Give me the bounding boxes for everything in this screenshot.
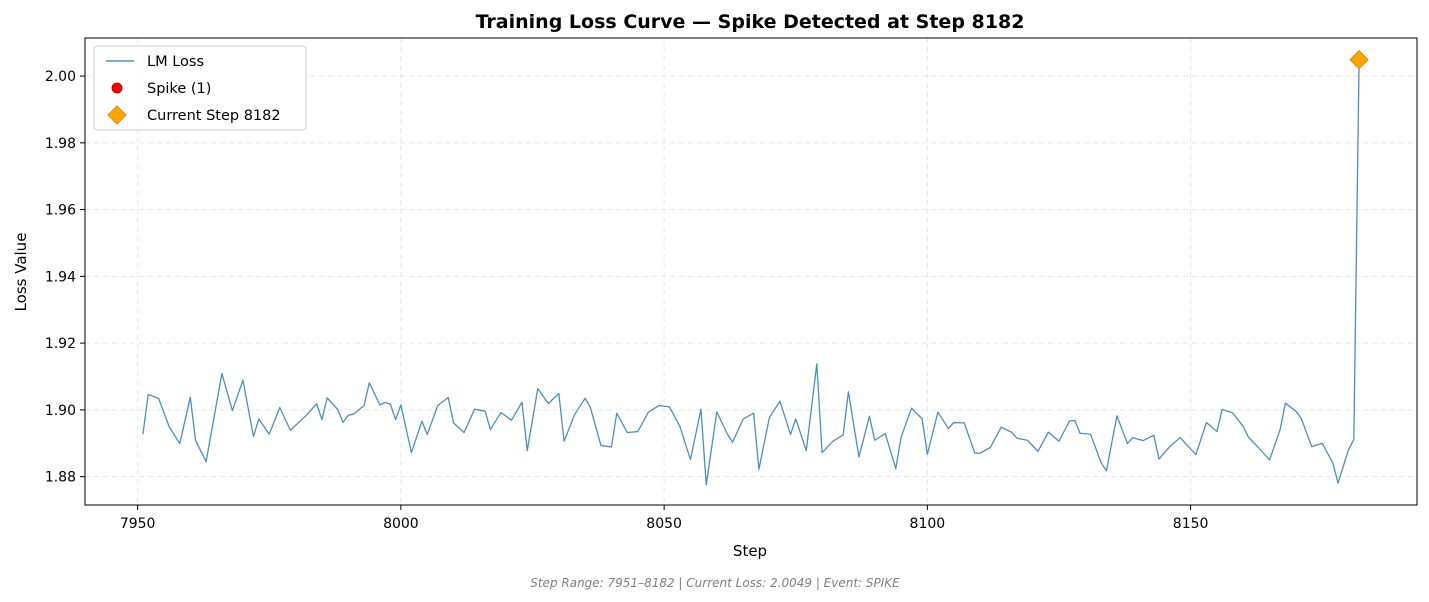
series-line-lm-loss xyxy=(142,59,1360,486)
grid xyxy=(85,38,1417,505)
chart-title: Training Loss Curve — Spike Detected at … xyxy=(476,11,1025,33)
y-tick-label: 1.90 xyxy=(45,403,76,419)
x-tick-label: 8050 xyxy=(646,516,682,532)
plot-area-frame xyxy=(84,37,1418,506)
x-tick-label: 8000 xyxy=(383,516,419,532)
y-axis-ticks: 1.88 1.90 1.92 1.94 1.96 1.98 2.00 xyxy=(45,69,85,486)
x-axis-label: Step xyxy=(733,542,767,560)
current-step-marker xyxy=(1349,49,1369,70)
y-tick-label: 1.98 xyxy=(45,136,76,152)
legend-current-swatch xyxy=(107,105,127,125)
y-tick-label: 1.94 xyxy=(45,269,76,285)
x-tick-label: 8100 xyxy=(910,516,946,532)
x-axis-ticks: 7950 8000 8050 8100 8150 xyxy=(120,505,1209,532)
y-tick-label: 1.96 xyxy=(45,203,76,219)
legend-spike-swatch xyxy=(111,82,123,94)
y-tick-label: 1.88 xyxy=(45,470,76,486)
legend-label-lm-loss: LM Loss xyxy=(147,54,204,70)
legend-label-current: Current Step 8182 xyxy=(147,108,281,124)
footer-note: Step Range: 7951–8182 | Current Loss: 2.… xyxy=(530,576,900,590)
y-tick-label: 1.92 xyxy=(45,336,76,352)
y-axis-label: Loss Value xyxy=(12,233,30,312)
legend-label-spike: Spike (1) xyxy=(147,81,211,97)
series-layer xyxy=(142,49,1369,486)
legend: LM Loss Spike (1) Current Step 8182 xyxy=(93,45,307,131)
y-tick-label: 2.00 xyxy=(45,69,76,85)
x-tick-label: 8150 xyxy=(1173,516,1209,532)
x-tick-label: 7950 xyxy=(120,516,156,532)
legend-box xyxy=(93,45,307,131)
